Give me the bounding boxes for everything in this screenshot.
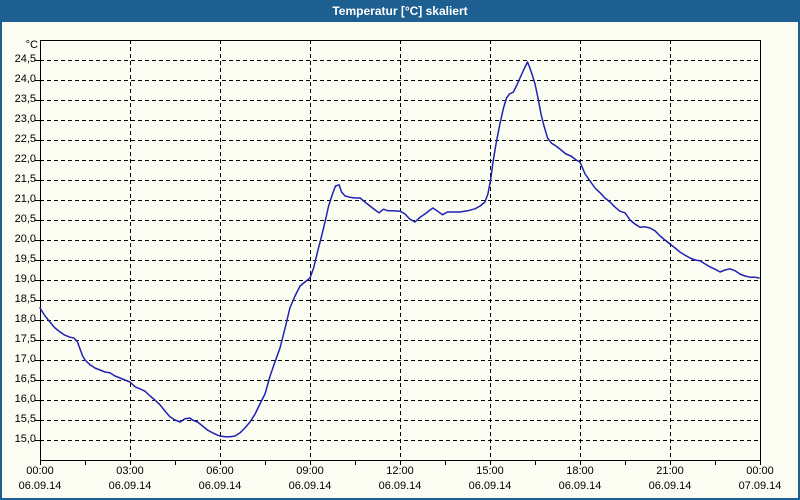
y-tick-label: 18,0 [14, 313, 36, 325]
x-tick-label: 00:00 06.09.14 [0, 464, 85, 494]
x-tick-date: 06.09.14 [468, 480, 512, 492]
y-tick-label: 23,0 [14, 113, 36, 125]
window-title: Temperatur [°C] skaliert [332, 4, 468, 18]
x-tick-label: 21:00 06.09.14 [625, 464, 715, 494]
y-tick-label: 18,5 [14, 293, 36, 305]
x-tick-time: 06:00 [206, 465, 234, 477]
x-tick-label: 06:00 06.09.14 [175, 464, 265, 494]
y-tick-label: 17,5 [14, 333, 36, 345]
x-tick-date: 06.09.14 [108, 480, 152, 492]
y-tick-label: 15,0 [14, 433, 36, 445]
y-tick-label: 24,5 [14, 53, 36, 65]
x-tick-time: 18:00 [566, 465, 594, 477]
x-tick-date: 07.09.14 [738, 480, 782, 492]
x-tick-label: 00:00 07.09.14 [715, 464, 800, 494]
y-tick-label: 22,0 [14, 153, 36, 165]
y-tick-label: 16,0 [14, 393, 36, 405]
x-tick-date: 06.09.14 [558, 480, 602, 492]
y-tick-label: 17,0 [14, 353, 36, 365]
y-tick-label: 19,0 [14, 273, 36, 285]
x-tick-label: 18:00 06.09.14 [535, 464, 625, 494]
window-titlebar: Temperatur [°C] skaliert [0, 0, 800, 22]
y-tick-label: 21,5 [14, 173, 36, 185]
x-tick-time: 00:00 [746, 465, 774, 477]
y-tick-label: 21,0 [14, 193, 36, 205]
x-tick-time: 12:00 [386, 465, 414, 477]
x-tick-label: 12:00 06.09.14 [355, 464, 445, 494]
x-tick-time: 09:00 [296, 465, 324, 477]
x-tick-time: 15:00 [476, 465, 504, 477]
y-tick-label: 19,5 [14, 253, 36, 265]
y-tick-label: 22,5 [14, 133, 36, 145]
x-tick-time: 00:00 [26, 465, 54, 477]
temperature-series-line [39, 61, 760, 438]
x-tick-time: 21:00 [656, 465, 684, 477]
x-tick-time: 03:00 [116, 465, 144, 477]
plot-border [40, 40, 761, 461]
x-tick-date: 06.09.14 [288, 480, 332, 492]
x-tick-label: 03:00 06.09.14 [85, 464, 175, 494]
y-tick-label: 16,5 [14, 373, 36, 385]
y-tick-label: 20,5 [14, 213, 36, 225]
x-tick-date: 06.09.14 [18, 480, 62, 492]
y-tick-label: 15,5 [14, 413, 36, 425]
y-tick-label: 20,0 [14, 233, 36, 245]
y-tick-label: 23,5 [14, 93, 36, 105]
x-tick-date: 06.09.14 [198, 480, 242, 492]
x-tick-date: 06.09.14 [648, 480, 692, 492]
y-tick-label: 24,0 [14, 73, 36, 85]
x-tick-label: 15:00 06.09.14 [445, 464, 535, 494]
x-tick-label: 09:00 06.09.14 [265, 464, 355, 494]
x-tick-date: 06.09.14 [378, 480, 422, 492]
y-axis-unit-label: °C [25, 39, 38, 51]
